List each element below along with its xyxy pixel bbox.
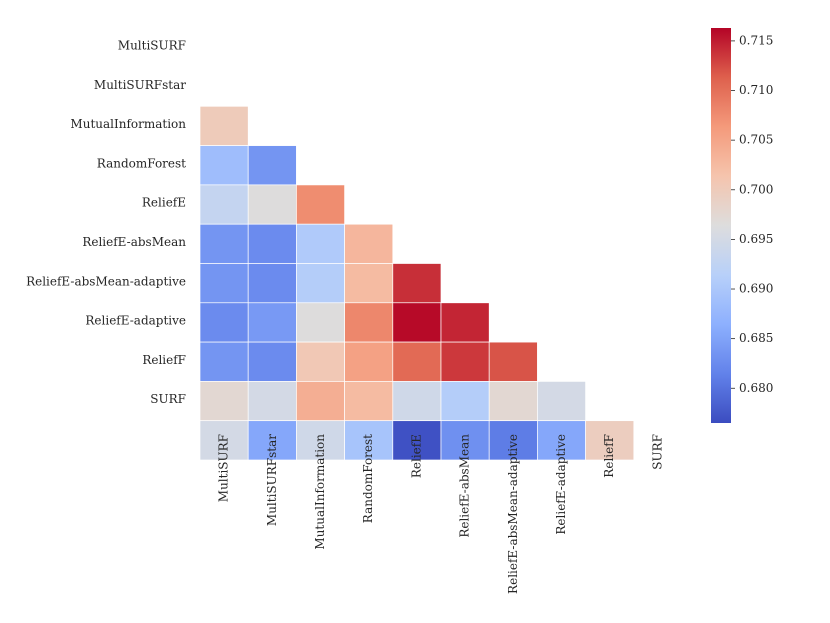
heatmap-cell-ReliefF-ReliefE [392,381,442,422]
x-tick-label: RandomForest [361,434,375,523]
heatmap-cell-ReliefE-MutualInformation [296,223,345,264]
heatmap-cell-ReliefE-absMean-RandomForest [344,263,394,304]
colorbar-gradient [711,28,731,423]
heatmap-cell-ReliefE-adaptive-ReliefE-absMean-adaptive [488,341,538,382]
heatmap-cell-ReliefE-RandomForest [344,223,394,264]
heatmap-cell-RandomForest-MultiSURFstar [247,184,297,225]
x-tick-label: ReliefE [409,434,423,478]
heatmap-cell-ReliefE-adaptive-RandomForest [344,341,394,382]
colorbar-tick-label: 0.710 [739,83,773,97]
heatmap-cell-ReliefF-ReliefE-adaptive [537,381,586,422]
x-tick-label: ReliefF [602,434,616,478]
heatmap-cell-SURF-ReliefE [392,420,442,461]
heatmap-cell-ReliefF-RandomForest [344,381,394,422]
y-tick-label: MutualInformation [70,117,186,131]
heatmap-cell-RandomForest-MutualInformation [296,184,345,225]
heatmap-cell-ReliefF-ReliefE-absMean [440,381,490,422]
x-axis-tick-labels: MultiSURF MultiSURFstar MutualInformation R… [217,434,665,594]
heatmap-cell-SURF-MultiSURFstar [247,420,297,461]
heatmap-cell-ReliefE-absMean-adaptive-MutualInformation [296,302,345,343]
heatmap-cell-ReliefF-MultiSURFstar [247,381,297,422]
heatmap-cell-SURF-ReliefF [585,420,635,461]
heatmap-cell-ReliefE-absMean-adaptive-MultiSURF [199,302,249,343]
heatmap-cell-ReliefE-absMean-adaptive-ReliefE-absMean [440,302,490,343]
heatmap-cell-MultiSURFstar-MultiSURF [199,105,249,146]
x-tick-label: MultiSURF [217,434,231,502]
y-tick-label: ReliefE [142,196,186,210]
x-tick-label: MutualInformation [313,434,327,550]
heatmap-cell-ReliefE-absMean-ReliefE [392,263,442,304]
heatmap-cell-ReliefE-absMean-MultiSURFstar [247,263,297,304]
colorbar-tick-label: 0.690 [739,282,773,296]
x-tick-label: SURF [650,434,664,470]
heatmap-cell-ReliefE-adaptive-MultiSURF [199,341,249,382]
x-tick-label: ReliefE-absMean-adaptive [506,434,520,594]
y-tick-label: ReliefE-absMean-adaptive [26,274,186,288]
heatmap-cell-SURF-ReliefE-absMean-adaptive [488,420,538,461]
colorbar-tick-label: 0.685 [739,331,773,345]
heatmap-cell-ReliefE-MultiSURF [199,223,249,264]
colorbar-tick-label: 0.695 [739,232,773,246]
heatmap-cell-ReliefE-MultiSURFstar [247,223,297,264]
heatmap-cell-ReliefE-absMean-adaptive-MultiSURFstar [247,302,297,343]
y-tick-label: ReliefF [142,353,186,367]
heatmap-cell-ReliefE-absMean-adaptive-RandomForest [344,302,394,343]
heatmap-cell-SURF-MutualInformation [296,420,345,461]
heatmap-cell-ReliefE-adaptive-MutualInformation [296,341,345,382]
heatmap-cell-ReliefF-ReliefE-absMean-adaptive [488,381,538,422]
heatmap-cell-SURF-MultiSURF [199,420,249,461]
heatmap-cell-MutualInformation-MultiSURFstar [247,145,297,186]
heatmap-cell-ReliefF-MutualInformation [296,381,345,422]
heatmap-cell-SURF-ReliefE-adaptive [537,420,586,461]
heatmap-cell-ReliefE-adaptive-MultiSURFstar [247,341,297,382]
heatmap-cell-RandomForest-MultiSURF [199,184,249,225]
colorbar: 0.680 0.685 0.690 0.695 0.700 0.705 0.710 0.715 [711,28,773,423]
colorbar-tick-label: 0.700 [739,182,773,196]
heatmap-cell-ReliefE-adaptive-ReliefE-absMean [440,341,490,382]
y-tick-label: MultiSURF [118,39,186,53]
heatmap-cell-ReliefE-absMean-MultiSURF [199,263,249,304]
colorbar-tick-label: 0.680 [739,381,773,395]
x-tick-label: MultiSURFstar [265,434,279,526]
heatmap-cell-ReliefF-MultiSURF [199,381,249,422]
x-tick-label: ReliefE-adaptive [554,434,568,535]
heatmap-cell-MutualInformation-MultiSURF [199,145,249,186]
y-tick-label: ReliefE-absMean [82,235,186,249]
y-tick-label: MultiSURFstar [94,78,186,92]
x-tick-label: ReliefE-absMean [458,434,472,538]
heatmap-cell-SURF-ReliefE-absMean [440,420,490,461]
heatmap-cell-ReliefE-adaptive-ReliefE [392,341,442,382]
y-tick-label: SURF [150,392,186,406]
heatmap-cells [199,105,635,461]
colorbar-tick-label: 0.705 [739,133,773,147]
colorbar-tick-label: 0.715 [739,33,773,47]
y-tick-label: ReliefE-adaptive [85,314,186,328]
y-tick-label: RandomForest [97,156,186,170]
y-axis-tick-labels: MultiSURF MultiSURFstar MutualInformation R… [26,39,186,407]
heatmap-cell-ReliefE-absMean-MutualInformation [296,263,345,304]
heatmap-cell-ReliefE-absMean-adaptive-ReliefE [392,302,442,343]
